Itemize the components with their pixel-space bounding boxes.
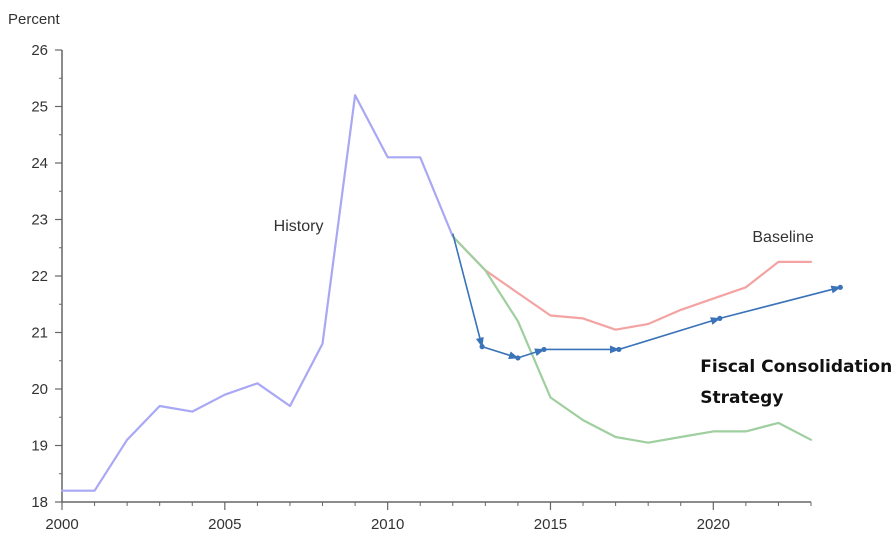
axes: 18 19 20 21 22 23 24 25 26 2000 2005 2010 2015 2020 [31,42,812,533]
y-tick-label: 22 [31,268,48,285]
x-tick-label: 2020 [697,516,730,533]
policy-point [515,355,521,361]
y-tick-label: 24 [31,155,48,172]
annotation-label: Fiscal Consolidation [700,357,892,377]
annotation-label: Baseline [752,229,813,246]
policy-arrow-segment [618,317,721,351]
series-line-0 [60,94,454,492]
y-tick-label: 26 [31,42,48,59]
series-line-1 [451,235,813,331]
annotation-layer: History Baseline Fiscal Consolidation Strat… [274,218,893,408]
y-tick-label: 23 [31,212,48,229]
policy-point [717,315,723,321]
y-tick-label: 19 [31,438,48,455]
y-tick-label: 20 [31,381,48,398]
policy-arrow-segment [719,285,842,320]
policy-arrow-layer [452,233,843,361]
y-tick-label: 18 [31,494,48,511]
annotation-label: History [274,218,324,235]
y-tick-label: 21 [31,325,48,342]
x-tick-label: 2010 [371,516,404,533]
y-axis-label: Percent [8,11,61,28]
y-tick-label: 25 [31,99,48,116]
annotation-label: Strategy [700,388,783,408]
x-tick-label: 2015 [534,516,567,533]
policy-point [479,344,485,350]
policy-arrow-segment [481,345,519,360]
policy-arrow-segment [452,233,484,348]
policy-point [616,346,622,353]
policy-arrow-segment [517,348,545,359]
series-layer [60,94,813,492]
policy-point [541,346,547,353]
x-tick-label: 2000 [45,516,78,533]
policy-point [837,284,843,290]
series-line-2 [451,235,813,444]
x-tick-label: 2005 [208,516,241,533]
